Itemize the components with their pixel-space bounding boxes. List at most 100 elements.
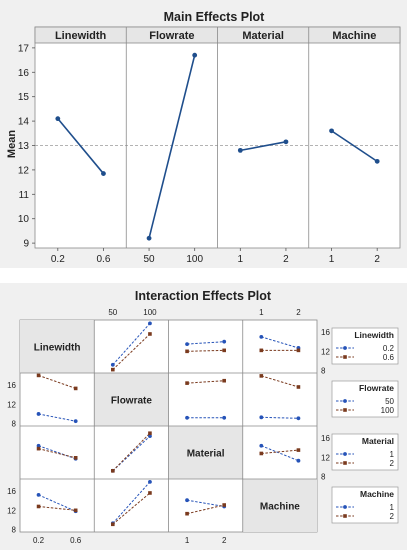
- legend-entry-label: 0.6: [383, 353, 395, 362]
- interaction-series-line: [38, 505, 76, 511]
- legend-box: [331, 380, 399, 418]
- right-tick-label: 16: [321, 434, 330, 443]
- interaction-point: [36, 373, 41, 378]
- legend-title: Material: [362, 436, 394, 446]
- interaction-series-line: [112, 323, 151, 366]
- interaction-series-line: [38, 448, 76, 459]
- right-tick-label: 8: [321, 473, 326, 482]
- main-effect-point: [374, 158, 380, 164]
- legend-entry-label: 1: [390, 503, 395, 512]
- interaction-series-line: [38, 413, 76, 422]
- panel-label-flowrate: Flowrate: [149, 30, 194, 42]
- legend-marker: [343, 346, 347, 350]
- diagonal-label-linewidth: Linewidth: [34, 343, 81, 354]
- right-tick-label: 12: [321, 347, 330, 356]
- legend-entry-label: 2: [390, 512, 395, 521]
- legend-title: Machine: [360, 489, 394, 499]
- legend-marker: [343, 452, 347, 456]
- interaction-point: [222, 378, 226, 383]
- legend-machine: Machine 12: [331, 486, 399, 524]
- interaction-series-line: [186, 504, 225, 515]
- interaction-point: [259, 334, 264, 339]
- y-tick-label: 16: [18, 68, 30, 79]
- legend-entry-label: 100: [381, 406, 395, 415]
- y-tick-label: 9: [23, 239, 29, 250]
- left-tick-label: 8: [12, 526, 17, 535]
- legend-material: Material 12: [331, 433, 399, 471]
- left-tick-label: 12: [7, 400, 16, 409]
- interaction-point: [185, 511, 189, 516]
- y-tick-label: 11: [19, 190, 30, 201]
- interaction-point: [73, 419, 78, 424]
- panel-label-material: Material: [242, 30, 284, 42]
- interaction-point: [185, 381, 189, 385]
- diagonal-label-machine: Machine: [260, 502, 300, 513]
- main-effect-line-material: [240, 141, 287, 152]
- interaction-series-line: [261, 445, 299, 462]
- interaction-point: [111, 367, 115, 372]
- legend-marker: [343, 399, 347, 403]
- right-tick-label: 16: [321, 328, 330, 337]
- interaction-point: [259, 374, 264, 378]
- left-tick-label: 12: [7, 506, 16, 515]
- interaction-point: [222, 339, 227, 344]
- bottom-tick-label: 2: [222, 536, 227, 545]
- interaction-point: [111, 522, 115, 527]
- y-tick-label: 15: [18, 92, 30, 103]
- legend-entry-label: 0.2: [383, 344, 395, 353]
- x-tick-label: 100: [186, 254, 203, 265]
- interaction-point: [222, 503, 226, 507]
- main-effect-line-machine: [331, 130, 378, 163]
- top-tick-label: 50: [108, 308, 117, 317]
- interaction-point: [259, 443, 264, 448]
- panel-label-machine: Machine: [332, 30, 376, 42]
- main-effect-point: [192, 52, 198, 58]
- interaction-series-line: [187, 380, 225, 384]
- diagonal-cell-flowrate: [94, 373, 169, 426]
- left-tick-label: 8: [12, 420, 17, 429]
- main-effect-point: [283, 139, 289, 145]
- y-tick-label: 17: [18, 43, 30, 54]
- right-tick-label: 8: [321, 367, 326, 376]
- interaction-series-line: [261, 375, 299, 388]
- interaction-point: [185, 342, 189, 346]
- interaction-series-line: [261, 336, 299, 349]
- interaction-point: [148, 434, 152, 439]
- interaction-series-line: [261, 416, 299, 419]
- legend-box: [331, 486, 399, 524]
- interaction-point: [36, 412, 41, 416]
- interaction-point: [36, 443, 41, 448]
- top-tick-label: 2: [296, 308, 301, 317]
- interaction-point: [148, 332, 152, 336]
- interaction-series-line: [112, 432, 151, 472]
- main-effect-point: [101, 171, 106, 176]
- diagonal-cell-linewidth: [20, 320, 95, 373]
- legend-title: Linewidth: [354, 330, 394, 340]
- interaction-point: [36, 504, 41, 509]
- interaction-point: [185, 498, 189, 503]
- interaction-point: [259, 415, 264, 420]
- interaction-point: [148, 431, 152, 436]
- y-tick-label: 10: [18, 214, 30, 225]
- interaction-point: [110, 362, 115, 367]
- x-tick-label: 1: [238, 254, 244, 265]
- legend-title: Flowrate: [359, 383, 394, 393]
- interaction-point: [296, 416, 301, 421]
- main-effects-title: Main Effects Plot: [164, 10, 266, 24]
- legend-box: [331, 327, 399, 365]
- main-effect-point: [146, 235, 152, 241]
- interaction-title: Interaction Effects Plot: [135, 289, 272, 303]
- interaction-point: [73, 456, 78, 460]
- interaction-point: [73, 508, 78, 513]
- interaction-series-line: [187, 341, 225, 345]
- interaction-point: [296, 385, 301, 389]
- legend-marker: [343, 461, 347, 465]
- legend-entry-label: 50: [385, 397, 394, 406]
- interaction-series-line: [261, 449, 299, 454]
- interaction-point: [148, 491, 152, 495]
- x-tick-label: 2: [374, 254, 380, 265]
- interaction-point: [222, 415, 227, 420]
